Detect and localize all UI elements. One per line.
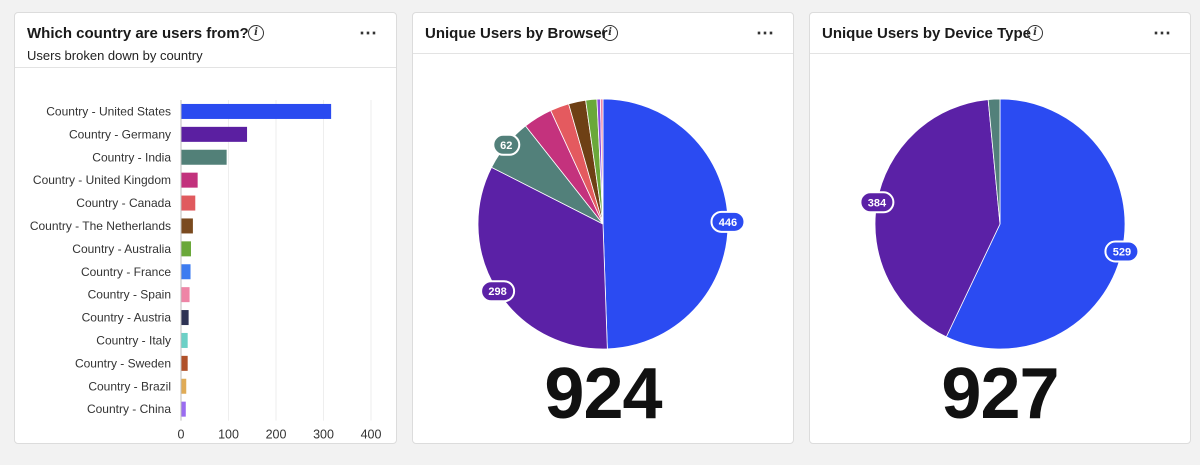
category-label: Country - Canada	[76, 196, 171, 210]
category-label: Country - The Netherlands	[30, 219, 171, 233]
info-icon[interactable]: i	[248, 25, 264, 41]
category-label: Country - China	[87, 402, 171, 416]
bar[interactable]	[181, 241, 192, 257]
slice-value-label: 446	[719, 217, 737, 229]
slice-value-badge	[710, 210, 746, 233]
pie-slice[interactable]	[602, 98, 729, 350]
bar[interactable]	[181, 218, 193, 234]
slice-value-label: 384	[868, 197, 887, 209]
bar[interactable]	[181, 149, 227, 165]
bar[interactable]	[181, 287, 190, 303]
more-options-button[interactable]: ⋯	[756, 23, 775, 43]
category-label: Country - Brazil	[88, 379, 171, 393]
bar[interactable]	[181, 401, 186, 417]
category-label: Country - United Kingdom	[33, 173, 171, 187]
bar[interactable]	[181, 355, 188, 371]
category-label: Country - Austria	[82, 311, 172, 325]
country-widget-subtitle: Users broken down by country	[27, 48, 203, 63]
category-label: Country - Sweden	[75, 356, 171, 370]
header-divider	[413, 53, 793, 54]
country-widget-title: Which country are users from?	[27, 25, 249, 42]
header-divider	[15, 67, 396, 68]
info-icon[interactable]: i	[602, 25, 618, 41]
x-tick-label: 100	[218, 428, 239, 442]
bar[interactable]	[181, 195, 196, 211]
category-label: Country - United States	[46, 104, 171, 118]
x-tick-label: 0	[178, 428, 185, 442]
slice-value-label: 529	[1113, 247, 1131, 259]
pie-slice[interactable]	[987, 98, 1001, 225]
device-widget-title: Unique Users by Device Type	[822, 25, 1031, 42]
slice-value-badge	[492, 133, 521, 156]
category-label: Country - Germany	[69, 127, 171, 141]
x-tick-label: 200	[266, 428, 287, 442]
more-options-button[interactable]: ⋯	[1153, 23, 1172, 43]
bar[interactable]	[181, 264, 191, 280]
country-widget: Which country are users from? i ⋯ Users …	[14, 12, 397, 444]
device-total-users: 927	[941, 354, 1059, 434]
header-divider	[810, 53, 1190, 54]
bar[interactable]	[181, 310, 189, 326]
category-label: Country - France	[81, 265, 171, 279]
slice-value-label: 298	[488, 286, 506, 298]
pie-slice[interactable]	[599, 98, 604, 225]
category-label: Country - Spain	[88, 288, 171, 302]
bar[interactable]	[181, 172, 198, 188]
slice-value-badge	[859, 191, 895, 214]
bar[interactable]	[181, 378, 187, 394]
category-label: Country - Australia	[72, 242, 171, 256]
more-options-button[interactable]: ⋯	[359, 23, 378, 43]
info-icon[interactable]: i	[1027, 25, 1043, 41]
bar-chart: 0 100 200 300 400 Country - United States Coun…	[30, 100, 382, 442]
slice-value-label: 62	[500, 140, 512, 152]
browser-total-users: 924	[544, 354, 662, 434]
device-widget: Unique Users by Device Type i ⋯ 529 384 9…	[809, 12, 1191, 444]
browser-pie-chart: 446 298 62	[477, 98, 746, 350]
slice-value-badge	[480, 280, 516, 303]
browser-widget: Unique Users by Browser i ⋯ 446 298 62 924	[412, 12, 794, 444]
category-label: Country - India	[92, 150, 171, 164]
bar[interactable]	[181, 332, 188, 348]
slice-value-badge	[1104, 240, 1140, 263]
device-pie-chart: 529 384	[859, 98, 1140, 350]
bar[interactable]	[181, 103, 332, 119]
browser-widget-title: Unique Users by Browser	[425, 25, 608, 42]
bar[interactable]	[181, 126, 248, 142]
x-tick-label: 300	[313, 428, 334, 442]
x-tick-label: 400	[361, 428, 382, 442]
category-label: Country - Italy	[96, 333, 171, 347]
